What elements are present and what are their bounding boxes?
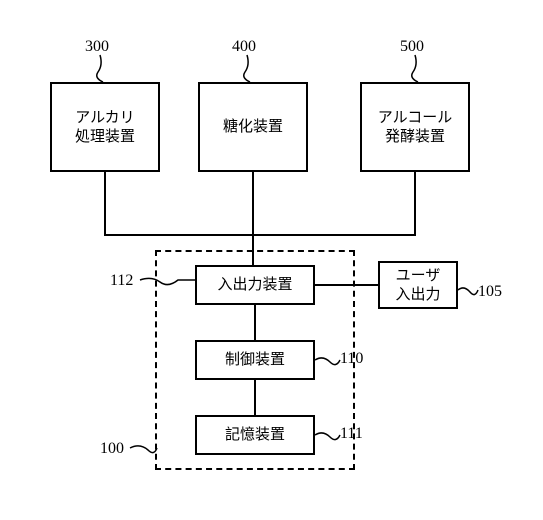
node-memory-label: 記憶装置 xyxy=(225,425,285,445)
ref-105: 105 xyxy=(478,283,502,301)
ref-112: 112 xyxy=(110,272,133,290)
node-controller: 制御装置 xyxy=(195,340,315,380)
node-alkali: アルカリ 処理装置 xyxy=(50,82,160,172)
node-memory: 記憶装置 xyxy=(195,415,315,455)
ref-500: 500 xyxy=(400,38,424,56)
node-saccharification: 糖化装置 xyxy=(198,82,308,172)
node-io-device-label: 入出力装置 xyxy=(217,275,292,295)
ref-300: 300 xyxy=(85,38,109,56)
node-user-io: ユーザ 入出力 xyxy=(378,261,458,309)
node-alcohol: アルコール 発酵装置 xyxy=(360,82,470,172)
ref-100: 100 xyxy=(100,440,124,458)
node-saccharification-label: 糖化装置 xyxy=(223,117,283,137)
node-user-io-label: ユーザ 入出力 xyxy=(395,266,440,305)
node-alkali-label: アルカリ 処理装置 xyxy=(75,108,135,147)
ref-400: 400 xyxy=(232,38,256,56)
node-io-device: 入出力装置 xyxy=(195,265,315,305)
node-alcohol-label: アルコール 発酵装置 xyxy=(378,108,453,147)
node-controller-label: 制御装置 xyxy=(225,350,285,370)
